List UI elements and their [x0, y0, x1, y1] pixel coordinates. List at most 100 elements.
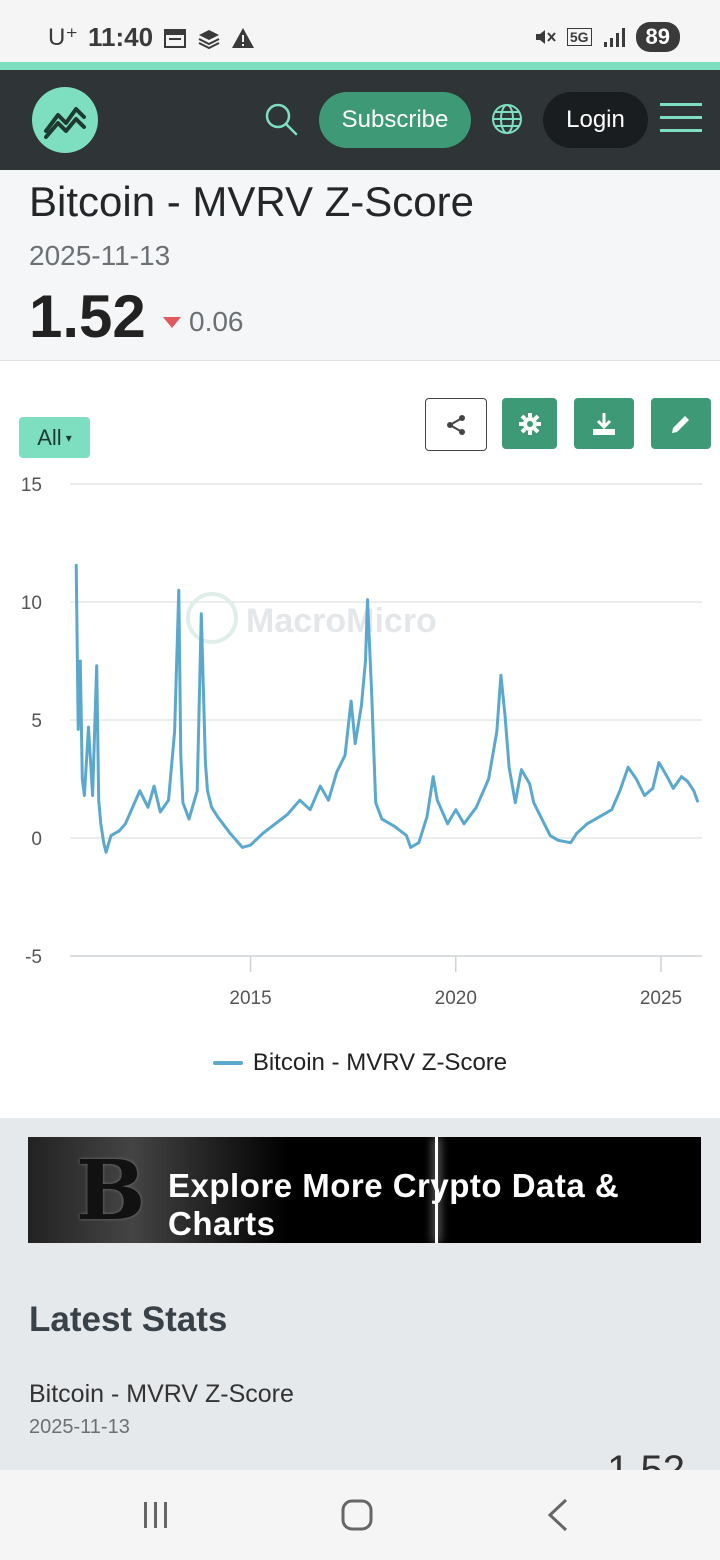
data-point	[217, 816, 219, 818]
data-point	[105, 851, 107, 853]
stack-icon	[198, 29, 220, 49]
series-line	[74, 564, 700, 854]
data-point	[129, 813, 130, 815]
login-button[interactable]: Login	[543, 92, 648, 148]
banner-glow	[28, 1137, 288, 1243]
data-point	[533, 802, 535, 804]
network-label: 5G	[566, 28, 592, 46]
data-point	[644, 795, 645, 796]
data-point	[666, 776, 668, 778]
data-point	[496, 731, 498, 733]
data-point	[652, 787, 654, 789]
data-point	[576, 832, 578, 834]
latest-value: 1.52	[29, 283, 146, 350]
carrier-label: U⁺	[48, 24, 78, 51]
data-point	[514, 802, 516, 804]
data-point	[586, 823, 588, 825]
chart-panel: All ▾ 15 10 5 0 -5 2015 2020 2025 MacroMicro Bit…	[0, 361, 720, 1118]
globe-icon[interactable]	[490, 102, 524, 136]
data-point	[204, 762, 206, 763]
promo-banner[interactable]: B Explore More Crypto Data & Charts	[28, 1137, 701, 1243]
data-point	[211, 806, 213, 808]
data-point	[96, 665, 98, 667]
data-point	[488, 778, 490, 780]
line-chart[interactable]: 15 10 5 0 -5 2015 2020 2025 MacroMicro	[0, 461, 720, 1021]
data-point	[549, 835, 551, 837]
data-point	[381, 818, 383, 820]
edit-icon	[672, 415, 689, 433]
stats-item-date: 2025-11-13	[29, 1416, 130, 1438]
data-point	[287, 813, 288, 815]
data-point	[557, 839, 559, 841]
value-change: 0.06	[163, 306, 244, 338]
data-point	[75, 563, 77, 565]
data-point	[262, 832, 264, 834]
data-point	[83, 795, 85, 796]
data-point	[520, 769, 522, 771]
mute-icon	[535, 30, 556, 44]
indicator-summary: Bitcoin - MVRV Z-Score 2025-11-13 1.52 0…	[0, 170, 720, 361]
latest-date: 2025-11-13	[29, 240, 171, 271]
data-point	[354, 743, 356, 745]
data-point	[92, 795, 94, 796]
data-point	[697, 801, 699, 803]
home-icon[interactable]	[341, 1499, 373, 1531]
status-time: 11:40	[88, 22, 154, 52]
data-point	[328, 799, 329, 801]
data-point	[200, 613, 202, 615]
data-point	[159, 811, 161, 813]
subscribe-button[interactable]: Subscribe	[319, 92, 471, 148]
watermark-logo-icon	[186, 592, 238, 644]
download-button[interactable]	[574, 398, 634, 449]
edit-button[interactable]	[651, 398, 711, 449]
share-icon	[447, 414, 465, 435]
status-bar: U⁺ 11:40 5G 89	[0, 0, 720, 62]
x-tick-label: 2025	[640, 988, 682, 1009]
data-point	[393, 825, 395, 827]
data-point	[611, 809, 613, 811]
recents-icon[interactable]	[141, 1500, 171, 1530]
range-selector[interactable]: All ▾	[19, 417, 90, 458]
y-tick-label: 0	[31, 829, 42, 850]
x-tick-label: 2020	[435, 988, 477, 1009]
data-point	[88, 726, 89, 728]
data-point	[180, 754, 182, 756]
stats-item-name[interactable]: Bitcoin - MVRV Z-Score	[29, 1380, 294, 1408]
y-tick-label: 5	[31, 711, 42, 732]
system-nav-bar	[0, 1470, 720, 1560]
data-point	[344, 754, 346, 756]
data-point	[619, 790, 621, 792]
data-point	[687, 780, 689, 782]
data-point	[336, 771, 338, 773]
macromicro-logo-icon[interactable]	[32, 87, 98, 153]
data-point	[174, 731, 176, 733]
data-point	[447, 823, 449, 825]
data-point	[410, 846, 412, 848]
data-point	[124, 823, 126, 825]
data-point	[658, 762, 660, 763]
data-point	[432, 776, 434, 778]
battery-level: 89	[635, 22, 680, 52]
chart-legend[interactable]: Bitcoin - MVRV Z-Score	[0, 1049, 720, 1077]
signal-icon	[603, 28, 625, 47]
data-point	[118, 830, 120, 832]
share-button[interactable]	[425, 398, 487, 451]
search-icon[interactable]	[264, 102, 298, 136]
data-point	[81, 778, 83, 780]
data-point	[168, 799, 169, 801]
back-icon[interactable]	[546, 1498, 570, 1532]
status-left: U⁺ 11:40	[48, 22, 255, 53]
data-point	[672, 787, 674, 789]
calendar-icon	[164, 28, 187, 48]
settings-button[interactable]	[502, 398, 557, 449]
data-point	[436, 799, 438, 801]
hamburger-menu-icon[interactable]	[660, 100, 702, 136]
data-point	[570, 842, 572, 844]
data-point	[229, 832, 231, 834]
data-point	[367, 599, 368, 601]
data-point	[250, 844, 252, 846]
data-point	[110, 835, 112, 837]
download-icon	[593, 412, 615, 435]
data-point	[681, 776, 682, 778]
data-point	[319, 785, 321, 787]
